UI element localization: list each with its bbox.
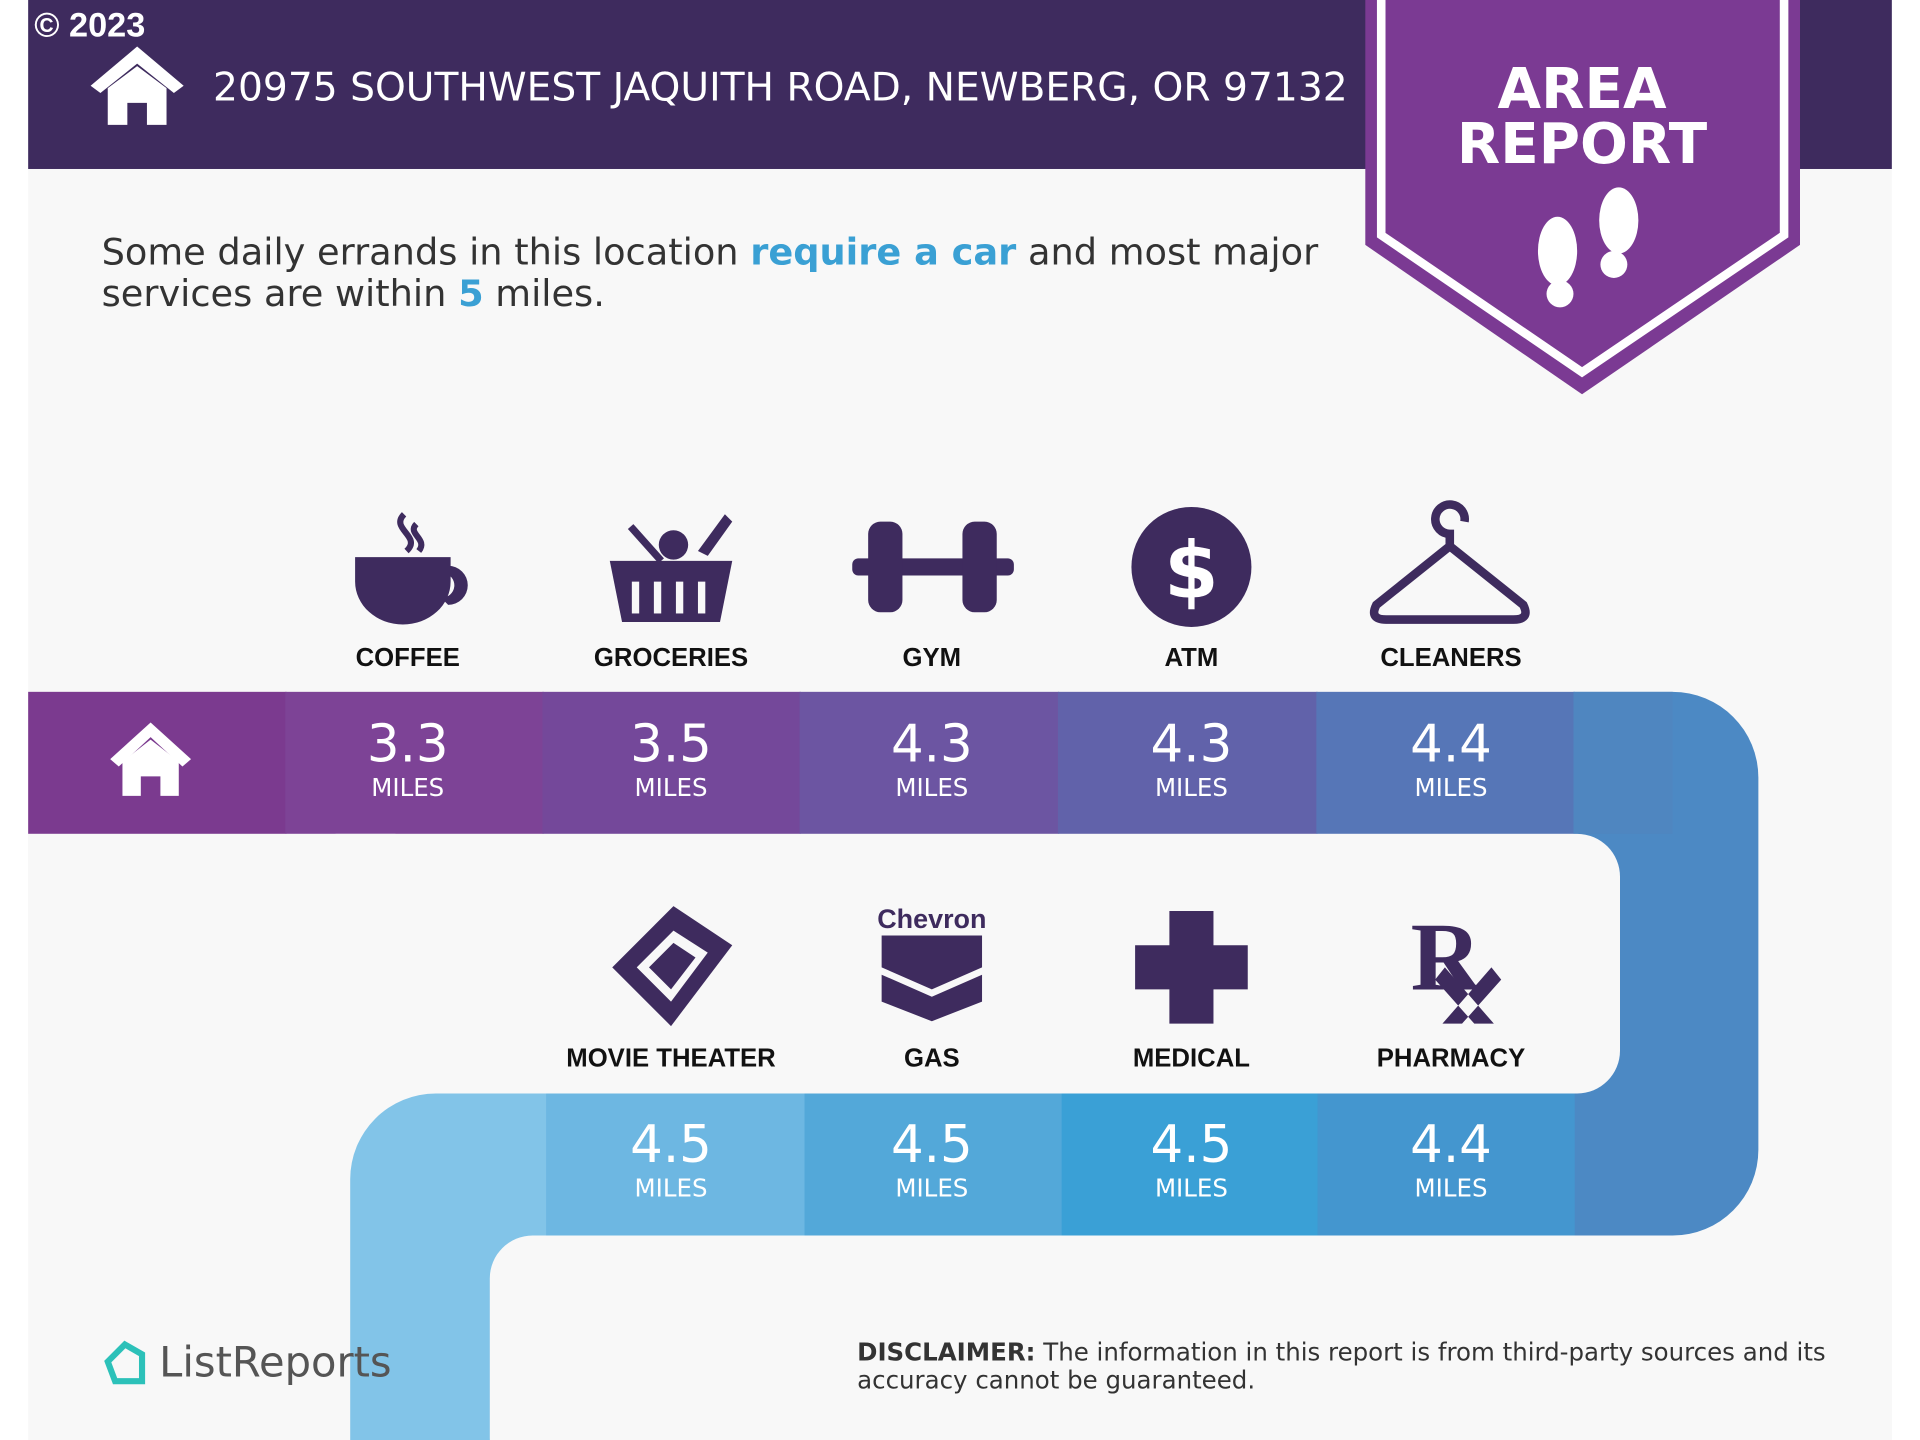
brand-logo: ListReports (104, 1337, 392, 1386)
amenity-unit: MILES (371, 773, 444, 802)
gas-brand: Chevron (877, 904, 986, 934)
disclaimer-line: DISCLAIMER: The information in this repo… (857, 1337, 1826, 1366)
brand: ListReports (159, 1337, 391, 1386)
route-gap (489, 1235, 1892, 1440)
summary-highlight: 5 (458, 272, 484, 315)
amenity-distance: 4.5 (630, 1115, 712, 1175)
amenity-unit: MILES (1155, 1173, 1228, 1202)
summary-text: miles. (484, 272, 605, 315)
route-cell (1057, 691, 1318, 834)
amenity-distance: 4.4 (1410, 715, 1492, 775)
amenity-distance: 3.5 (630, 715, 712, 775)
summary-line: services are within 5 miles. (102, 272, 605, 315)
amenity-distance: 4.5 (891, 1115, 973, 1175)
amenity-label: ATM (1165, 644, 1219, 672)
route-cell (803, 1093, 1062, 1236)
amenity-unit: MILES (1415, 1173, 1488, 1202)
dollar-sign: $ (1164, 526, 1219, 617)
amenity-label: GAS (904, 1045, 960, 1073)
disclaimer-label: DISCLAIMER: (857, 1337, 1035, 1366)
amenity-distance: 3.3 (367, 715, 449, 775)
address: 20975 SOUTHWEST JAQUITH ROAD, NEWBERG, O… (213, 65, 1348, 110)
amenity-distance: 4.5 (1151, 1115, 1233, 1175)
route-cell (1060, 1093, 1318, 1236)
summary-text: Some daily errands in this location (102, 230, 751, 273)
route-cell (542, 691, 801, 834)
route-cell (1573, 691, 1673, 834)
amenity-unit: MILES (635, 1173, 708, 1202)
icons: $ Chevron R (355, 500, 1530, 1027)
amenity-label: GYM (903, 644, 962, 672)
summary-text: services are within (102, 272, 458, 315)
route-cell (285, 691, 544, 834)
amenity-label: MEDICAL (1133, 1045, 1250, 1073)
amenity-label: CLEANERS (1380, 644, 1521, 672)
copyright: © 2023 (34, 7, 145, 45)
route-cell (799, 691, 1060, 834)
amenity-label: PHARMACY (1377, 1045, 1526, 1073)
amenity-unit: MILES (895, 1173, 968, 1202)
badge-line: REPORT (1457, 112, 1708, 177)
route-gap (28, 833, 396, 1094)
amenity-unit: MILES (1155, 773, 1228, 802)
summary-highlight: require a car (750, 230, 1016, 273)
gym-icon (852, 521, 1014, 613)
amenity-label: MOVIE THEATER (566, 1045, 776, 1073)
amenity-distance: 4.3 (891, 715, 973, 775)
amenity-unit: MILES (635, 773, 708, 802)
basket-icon (609, 560, 733, 623)
home-icon (90, 46, 184, 125)
amenity-unit: MILES (1415, 773, 1488, 802)
atm-icon (1131, 506, 1252, 627)
medical-icon (1135, 911, 1248, 1024)
disclaimer-line: accuracy cannot be guaranteed. (857, 1366, 1255, 1395)
disclaimer-text: The information in this report is from t… (1035, 1337, 1825, 1366)
summary-line: Some daily errands in this location requ… (102, 230, 1319, 273)
route-cell (544, 1093, 805, 1236)
amenity-unit: MILES (895, 773, 968, 802)
amenity-label: COFFEE (356, 644, 460, 672)
pharmacy-x (1435, 967, 1502, 1024)
hanger-icon (1369, 500, 1530, 624)
route-cell (1316, 691, 1575, 834)
steam (397, 512, 425, 554)
amenity-distance: 4.3 (1151, 715, 1233, 775)
amenity-label: GROCERIES (594, 644, 748, 672)
footprints (1537, 187, 1639, 308)
badge-line: AREA (1498, 57, 1667, 122)
coffee-icon (355, 557, 468, 625)
route-cell (1316, 1093, 1575, 1236)
badge: AREA REPORT (1365, 0, 1800, 395)
summary-text: and most major (1016, 230, 1319, 273)
amenity-distance: 4.4 (1410, 1115, 1492, 1175)
gas-icon (881, 935, 983, 1022)
home-icon (110, 722, 192, 796)
